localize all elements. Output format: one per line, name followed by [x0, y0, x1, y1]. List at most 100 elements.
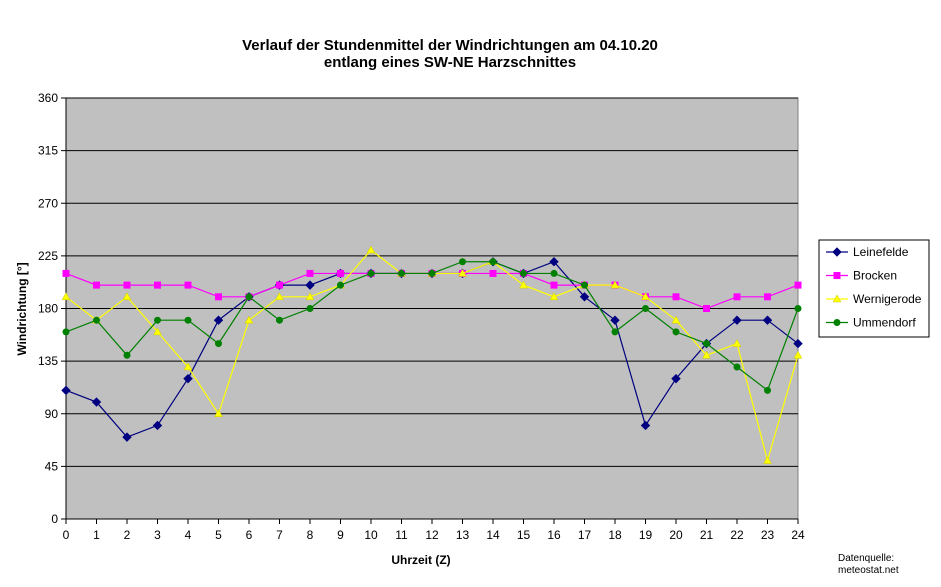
- data-point-wernigerode: [214, 409, 223, 417]
- data-point-ummendorf: [245, 293, 253, 301]
- legend-marker-brocken: [833, 272, 841, 279]
- legend-label: Leinefelde: [853, 245, 909, 259]
- x-tick-label: 23: [761, 528, 775, 542]
- data-point-ummendorf: [459, 258, 466, 266]
- x-tick-label: 8: [307, 528, 314, 542]
- legend-marker-ummendorf: [833, 319, 841, 326]
- y-tick-label: 90: [45, 407, 59, 421]
- y-tick-label: 45: [45, 459, 59, 473]
- data-point-leinefelde: [152, 420, 163, 431]
- data-point-leinefelde: [213, 315, 224, 325]
- data-point-brocken: [215, 293, 222, 301]
- data-point-brocken: [337, 269, 344, 277]
- data-point-leinefelde: [732, 315, 742, 325]
- data-point-ummendorf: [611, 328, 619, 336]
- data-point-ummendorf: [154, 316, 161, 324]
- data-point-ummendorf: [428, 269, 436, 277]
- data-point-leinefelde: [671, 373, 681, 384]
- data-point-brocken: [276, 281, 283, 289]
- x-tick-label: 12: [425, 528, 439, 542]
- data-point-brocken: [733, 293, 741, 301]
- x-tick-label: 6: [246, 528, 253, 542]
- chart-title: Verlauf der Stundenmittel der Windrichtu…: [242, 37, 658, 54]
- legend-label: Ummendorf: [853, 316, 916, 330]
- x-tick-label: 5: [215, 528, 222, 542]
- gridlines: [66, 97, 798, 467]
- data-point-leinefelde: [579, 292, 590, 302]
- x-tick-label: 1: [93, 528, 100, 542]
- y-tick-label: 0: [51, 512, 58, 526]
- data-point-wernigerode: [305, 292, 315, 301]
- data-point-brocken: [489, 269, 497, 277]
- data-point-ummendorf: [794, 305, 802, 312]
- legend-label: Brocken: [853, 269, 897, 283]
- data-point-ummendorf: [337, 281, 344, 289]
- y-tick-label: 135: [38, 354, 58, 368]
- legend-marker-leinefelde: [832, 247, 842, 257]
- data-point-brocken: [794, 281, 802, 289]
- y-tick-label: 180: [38, 302, 58, 316]
- data-point-brocken: [154, 281, 161, 289]
- x-tick-label: 4: [185, 528, 192, 542]
- x-axis-label: Uhrzeit (Z): [391, 553, 450, 567]
- data-point-ummendorf: [672, 328, 680, 336]
- x-tick-label: 24: [791, 528, 805, 542]
- y-tick-label: 225: [38, 249, 58, 263]
- data-point-ummendorf: [642, 305, 649, 312]
- legend-marker-wernigerode: [832, 294, 842, 303]
- data-point-leinefelde: [305, 280, 315, 290]
- data-point-ummendorf: [764, 386, 771, 394]
- x-tick-label: 16: [547, 528, 561, 542]
- data-point-wernigerode: [244, 315, 254, 324]
- data-point-brocken: [123, 281, 131, 289]
- data-point-wernigerode: [549, 292, 559, 301]
- axes: [61, 97, 799, 524]
- x-tick-label: 3: [154, 528, 161, 542]
- data-point-ummendorf: [703, 340, 710, 348]
- x-tick-label: 19: [639, 528, 653, 542]
- x-tick-label: 22: [730, 528, 744, 542]
- data-point-brocken: [672, 293, 680, 301]
- x-tick-label: 14: [486, 528, 500, 542]
- data-point-wernigerode: [61, 292, 71, 301]
- source-value: meteostat.net: [838, 565, 899, 576]
- series-group: [61, 245, 803, 464]
- data-point-wernigerode: [153, 327, 162, 336]
- data-point-wernigerode: [641, 292, 650, 301]
- y-tick-labels: 0 45 90 135 180 225 270 315 360: [38, 91, 58, 526]
- data-point-brocken: [764, 293, 771, 301]
- data-point-ummendorf: [398, 269, 405, 277]
- x-tick-labels: 0 1 2 3 4 5 6 7 8 9 10 11 12 13 14 15 16 17 18 19 20 21 22 23 24: [63, 528, 805, 542]
- x-tick-label: 17: [578, 528, 592, 542]
- data-point-ummendorf: [550, 269, 558, 277]
- y-tick-label: 270: [38, 196, 58, 210]
- data-point-leinefelde: [91, 397, 102, 407]
- x-tick-label: 20: [669, 528, 683, 542]
- data-point-brocken: [184, 281, 192, 289]
- data-point-brocken: [93, 281, 100, 289]
- y-tick-label: 360: [38, 91, 58, 105]
- x-tick-label: 15: [517, 528, 531, 542]
- x-tick-label: 11: [395, 528, 408, 542]
- data-point-ummendorf: [215, 340, 222, 348]
- legend-label: Wernigerode: [853, 292, 922, 306]
- x-tick-label: 7: [276, 528, 283, 542]
- x-tick-label: 10: [364, 528, 378, 542]
- data-point-ummendorf: [276, 316, 283, 324]
- data-point-wernigerode: [610, 280, 620, 289]
- data-point-ummendorf: [520, 269, 527, 277]
- data-point-brocken: [62, 269, 70, 277]
- data-point-brocken: [703, 305, 710, 312]
- data-point-wernigerode: [366, 245, 376, 254]
- x-tick-label: 9: [337, 528, 344, 542]
- data-point-ummendorf: [306, 305, 314, 312]
- data-point-leinefelde: [122, 432, 132, 442]
- data-point-leinefelde: [549, 257, 559, 267]
- data-point-wernigerode: [702, 350, 711, 359]
- data-point-leinefelde: [61, 385, 71, 396]
- data-point-ummendorf: [123, 351, 131, 359]
- series-ummendorf: [62, 258, 802, 394]
- source-label: Datenquelle:: [838, 553, 894, 564]
- x-tick-label: 18: [608, 528, 622, 542]
